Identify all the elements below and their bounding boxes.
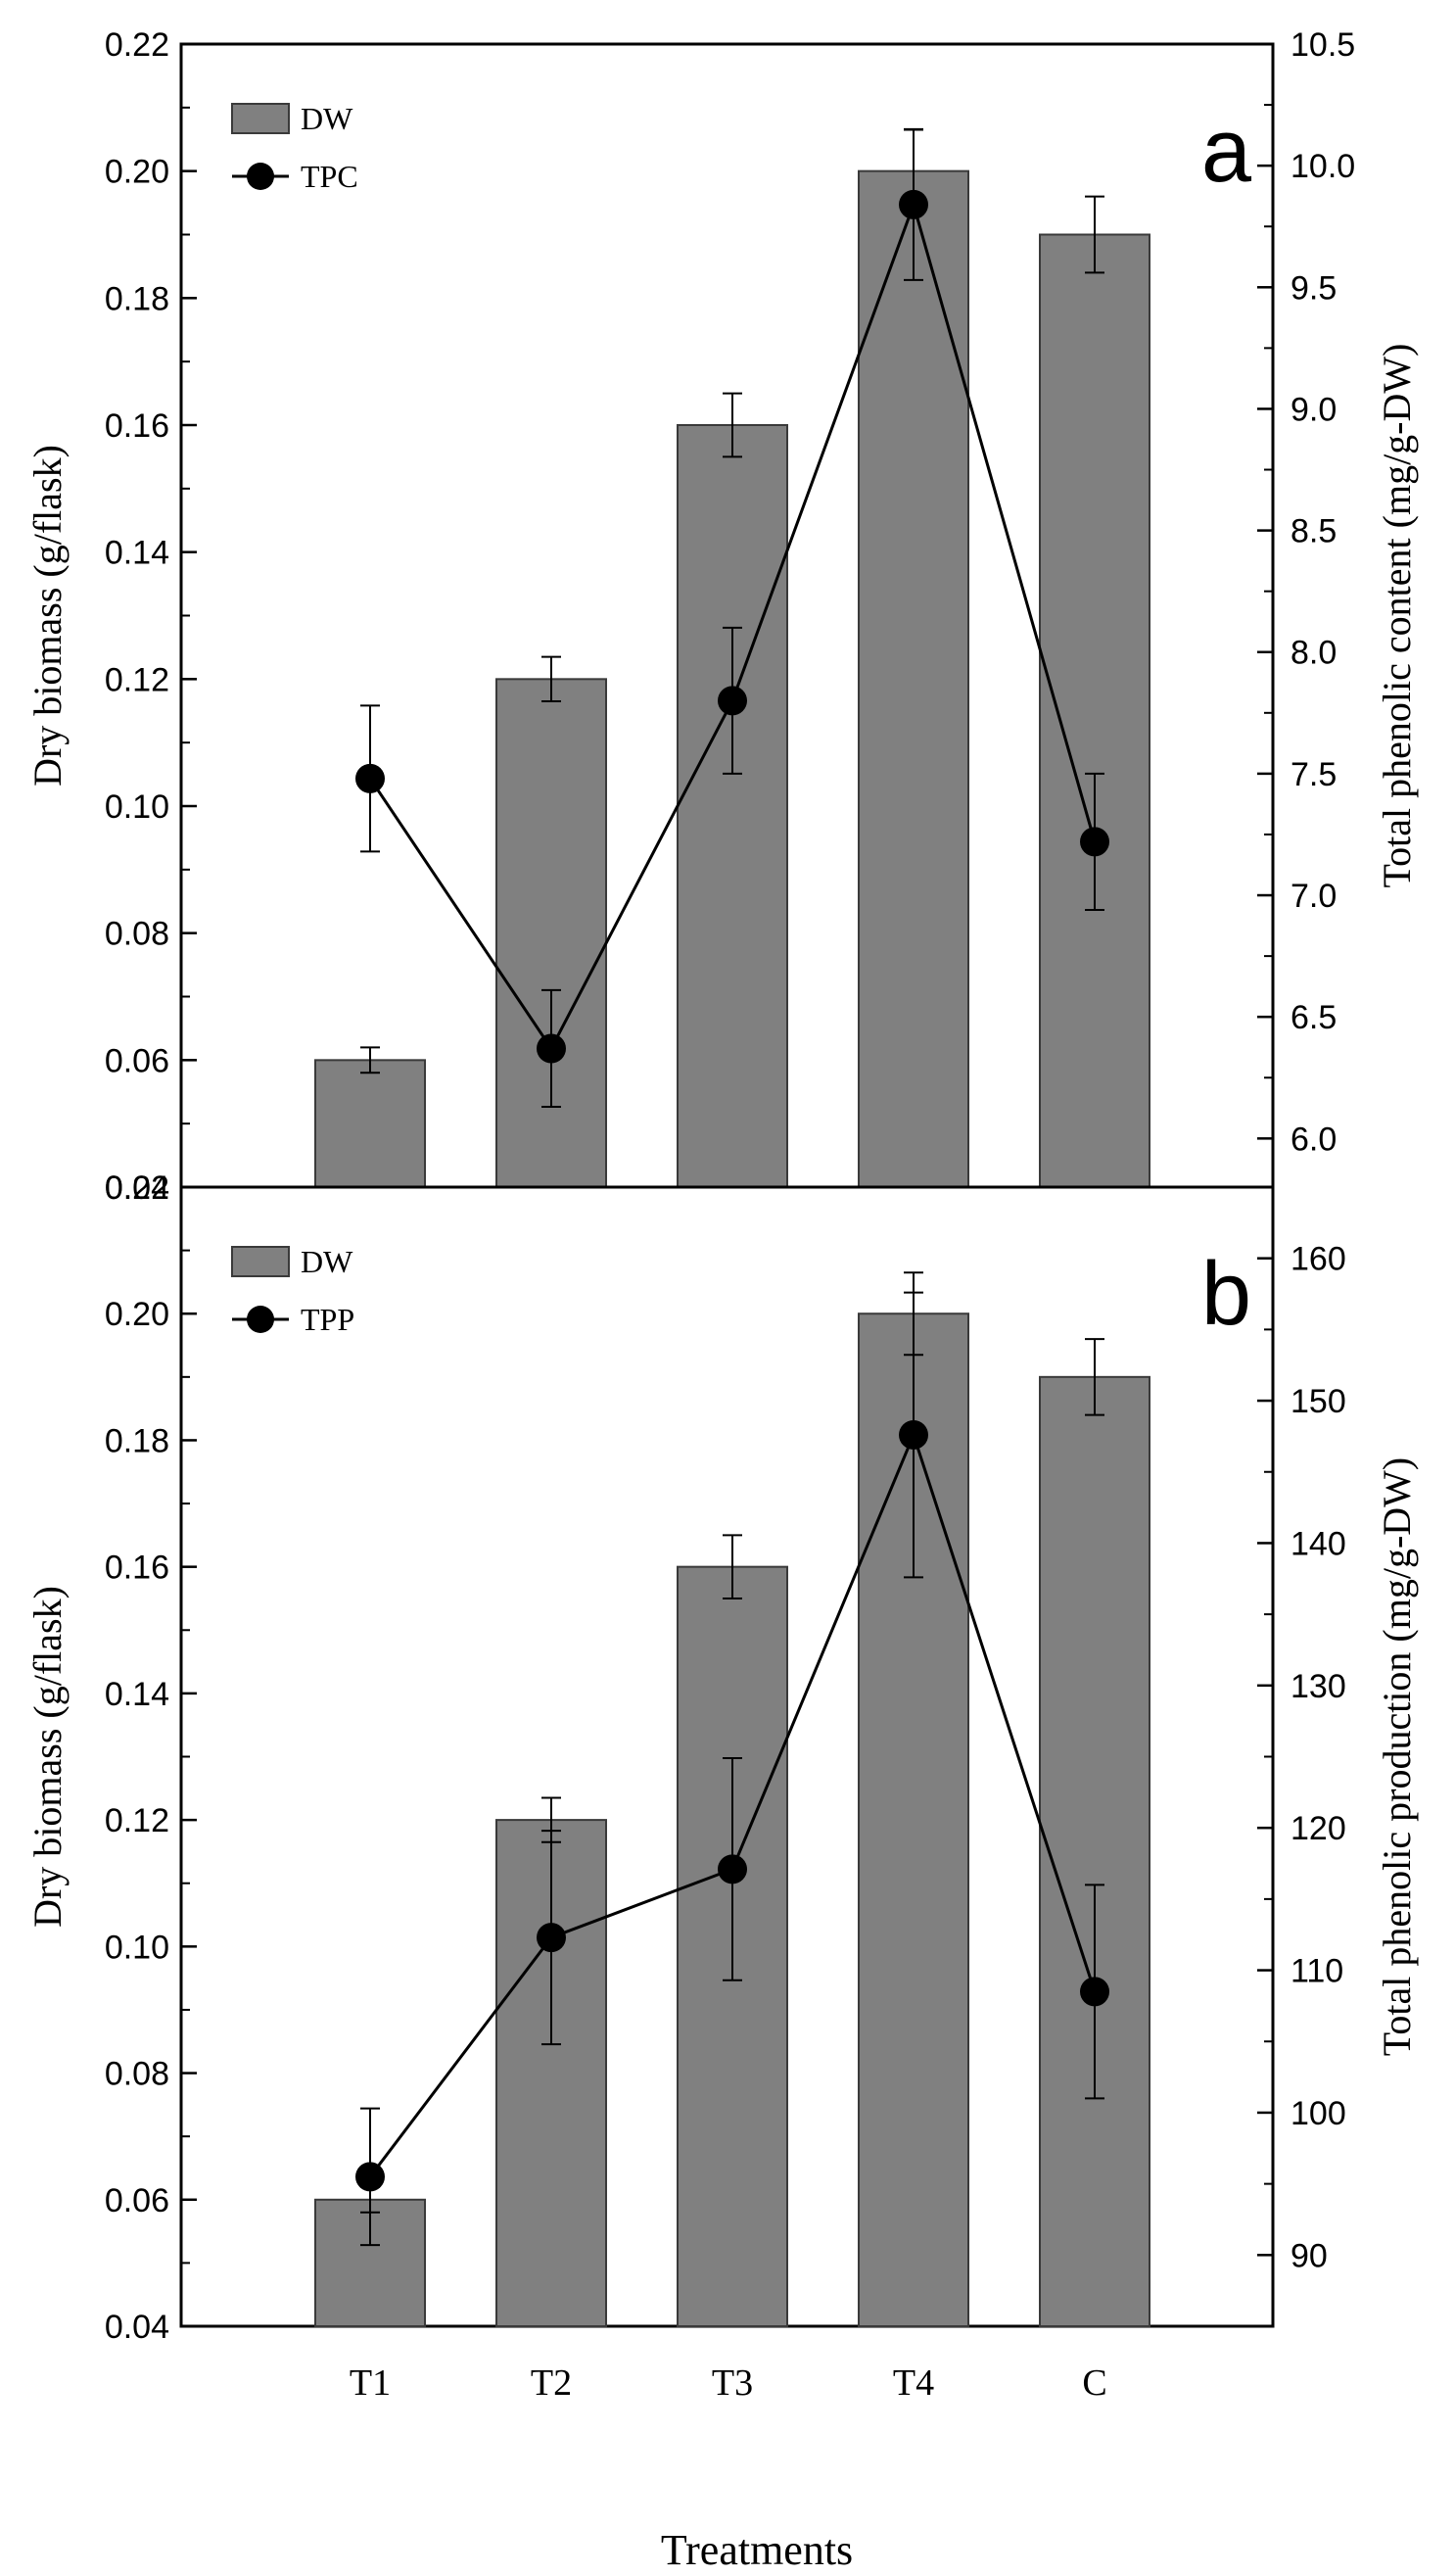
panel-a-y-tick-label: 0.18 [105,280,169,317]
x-category-label: T2 [531,2362,572,2404]
panel-a-bar-t3 [677,424,788,1188]
panel-b-y-tick-label: 0.08 [105,2056,169,2093]
panel-a-y2-tick-label: 10.5 [1291,26,1355,64]
panel-a-point-t3 [718,686,747,716]
panel-a-legend-label-tpc: TPC [301,159,358,194]
panel-a-y-axis-title: Dry biomass (g/flask) [25,445,70,787]
panel-a-y-tick-label: 0.14 [105,535,169,572]
panel-a-legend-bar-swatch [231,103,290,134]
panel-a-y2-tick-label: 7.5 [1291,756,1337,793]
panel-b-y2-tick-label: 140 [1291,1525,1346,1562]
x-category-label: T1 [350,2362,391,2404]
panel-a-y2-tick-label: 6.0 [1291,1121,1337,1158]
panel-a-point-t2 [537,1033,566,1064]
panel-b-point-t2 [537,1923,566,1953]
panel-b-y2-tick-label: 100 [1291,2095,1346,2132]
panel-a-y2-tick-label: 6.5 [1291,999,1337,1036]
panel-a-y2-tick-label: 8.0 [1291,635,1337,672]
panel-a-y-tick-label: 0.10 [105,788,169,826]
panel-b-point-t1 [355,2162,385,2192]
panel-a-bar-t2 [495,678,607,1188]
panel-a-y2-axis-title: Total phenolic content (mg/g-DW) [1375,344,1419,888]
panel-letter-b: b [1201,1244,1251,1344]
panel-a-legend-marker-swatch [247,163,274,190]
panel-b-y2-axis-title: Total phenolic production (mg/g-DW) [1375,1457,1419,2056]
panel-a-y-tick-label: 0.22 [105,26,169,64]
panel-a: 0.04 0.06 0.08 0.10 0.12 0.14 0.16 0.18 0.20 0.22… [25,26,1419,1207]
x-axis-title: Treatments [661,2526,853,2574]
x-category-label: T3 [712,2362,753,2404]
panel-b-y2-tick-label: 130 [1291,1668,1346,1705]
panel-b-legend-bar-swatch [231,1246,290,1277]
panel-a-point-t1 [355,763,385,793]
x-category-label: T4 [893,2362,934,2404]
panel-b-y-tick-label: 0.14 [105,1676,169,1713]
panel-b-y2-tick-label: 90 [1291,2237,1328,2274]
panel-letter-a: a [1201,101,1252,201]
panel-a-y2-tick-label: 9.5 [1291,269,1337,307]
panel-a-point-c [1080,827,1109,857]
panel-b-y-tick-label: 0.18 [105,1422,169,1459]
panel-b-y2-tick-label: 120 [1291,1810,1346,1847]
panel-b-y-tick-label: 0.20 [105,1296,169,1333]
panel-b-y-axis-title: Dry biomass (g/flask) [25,1586,70,1928]
panel-a-y-tick-label: 0.04 [105,1169,169,1207]
panel-b-legend-label-dw: DW [301,1244,353,1279]
panel-a-y-tick-label: 0.12 [105,661,169,698]
panel-a-y2-tick-label: 9.0 [1291,391,1337,428]
panel-b-y-tick-label: 0.16 [105,1550,169,1587]
panel-a-y-tick-label: 0.16 [105,407,169,445]
panel-b-legend-marker-swatch [247,1306,274,1333]
panel-b-point-c [1080,1977,1109,2007]
panel-a-y-tick-label: 0.08 [105,916,169,953]
panel-a-y2-tick-label: 10.0 [1291,148,1355,185]
panel-a-y2-tick-label: 8.5 [1291,513,1337,550]
panel-b-y-tick-label: 0.12 [105,1802,169,1839]
panel-b-y-tick-label: 0.04 [105,2309,169,2346]
panel-b-y-tick-label: 0.22 [105,1169,169,1207]
panel-a-y-tick-label: 0.06 [105,1042,169,1079]
panel-a-point-t4 [899,189,928,219]
panel-b-bar-c [1039,1375,1150,2328]
panel-b-y-tick-label: 0.10 [105,1929,169,1966]
panel-b-point-t4 [899,1419,928,1450]
panel-a-bar-t1 [314,1059,426,1189]
panel-b-point-t3 [718,1854,747,1884]
panel-a-legend-label-dw: DW [301,101,353,136]
panel-b-y2-tick-label: 150 [1291,1383,1346,1420]
panel-b-y2-tick-label: 160 [1291,1241,1346,1278]
panel-a-y-tick-label: 0.20 [105,154,169,191]
panel-b-y2-tick-label: 110 [1291,1953,1343,1990]
panel-a-y2-tick-label: 7.0 [1291,878,1337,915]
panel-b-y-tick-label: 0.06 [105,2182,169,2219]
panel-a-bar-t4 [858,169,969,1189]
x-category-label: C [1082,2362,1106,2404]
panel-b-legend-label-tpp: TPP [301,1302,354,1337]
panel-b: 0.04 0.06 0.08 0.10 0.12 0.14 0.16 0.18 0.20 0.22… [25,1169,1419,2404]
